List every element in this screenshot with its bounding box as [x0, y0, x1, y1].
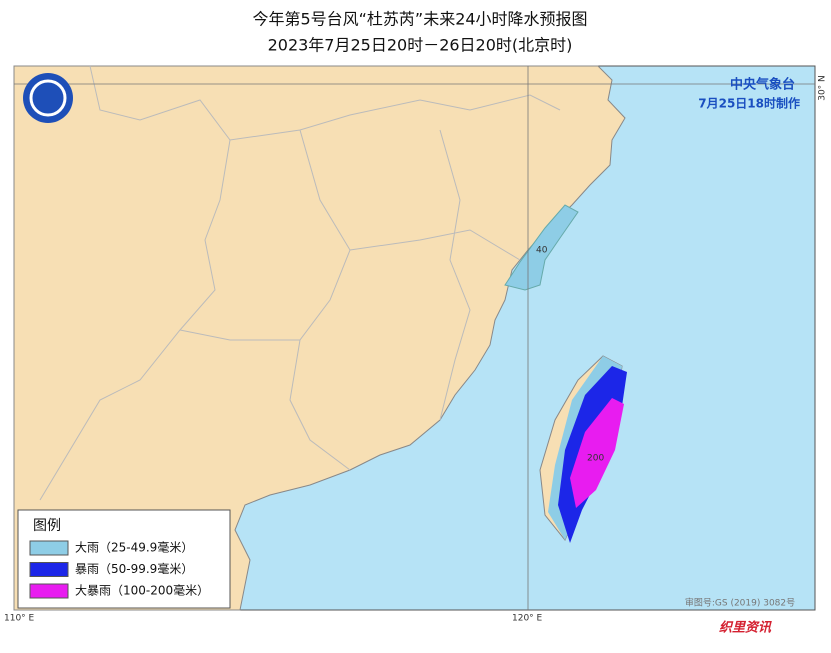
mainland — [13, 65, 626, 611]
lon-label: 120° E — [512, 614, 543, 624]
legend-label: 大暴雨（100-200毫米） — [75, 583, 209, 598]
legend-swatch — [29, 583, 69, 599]
lat-label: 30° N — [818, 75, 828, 101]
contour-label: 200 — [587, 454, 604, 464]
legend-label: 大雨（25-49.9毫米） — [75, 540, 193, 555]
province-borders — [39, 65, 561, 501]
issuer-time: 7月25日18时制作 — [698, 96, 800, 111]
watermark: 织里资讯 — [719, 620, 772, 636]
legend-swatch — [29, 562, 69, 577]
issuer-name: 中央气象台 — [730, 77, 795, 93]
rain-zone-zhejiang — [504, 204, 579, 291]
legend-swatch — [29, 540, 69, 556]
logo — [23, 73, 73, 123]
legend-label: 暴雨（50-99.9毫米） — [75, 561, 193, 576]
legend-title: 图例 — [33, 518, 61, 534]
lon-label: 110° E — [4, 614, 35, 624]
subtitle: 2023年7月25日20时－26日20时(北京时) — [268, 36, 573, 55]
legend: 图例 大雨（25-49.9毫米） 暴雨（50-99.9毫米） 大暴雨（100-200… — [17, 509, 231, 609]
rain-zone-heavy-rainstorm — [570, 398, 624, 508]
contour-label: 40 — [536, 246, 548, 256]
title: 今年第5号台风“杜苏芮”未来24小时降水预报图 — [252, 10, 587, 29]
approval: 审图号:GS (2019) 3082号 — [685, 597, 795, 609]
